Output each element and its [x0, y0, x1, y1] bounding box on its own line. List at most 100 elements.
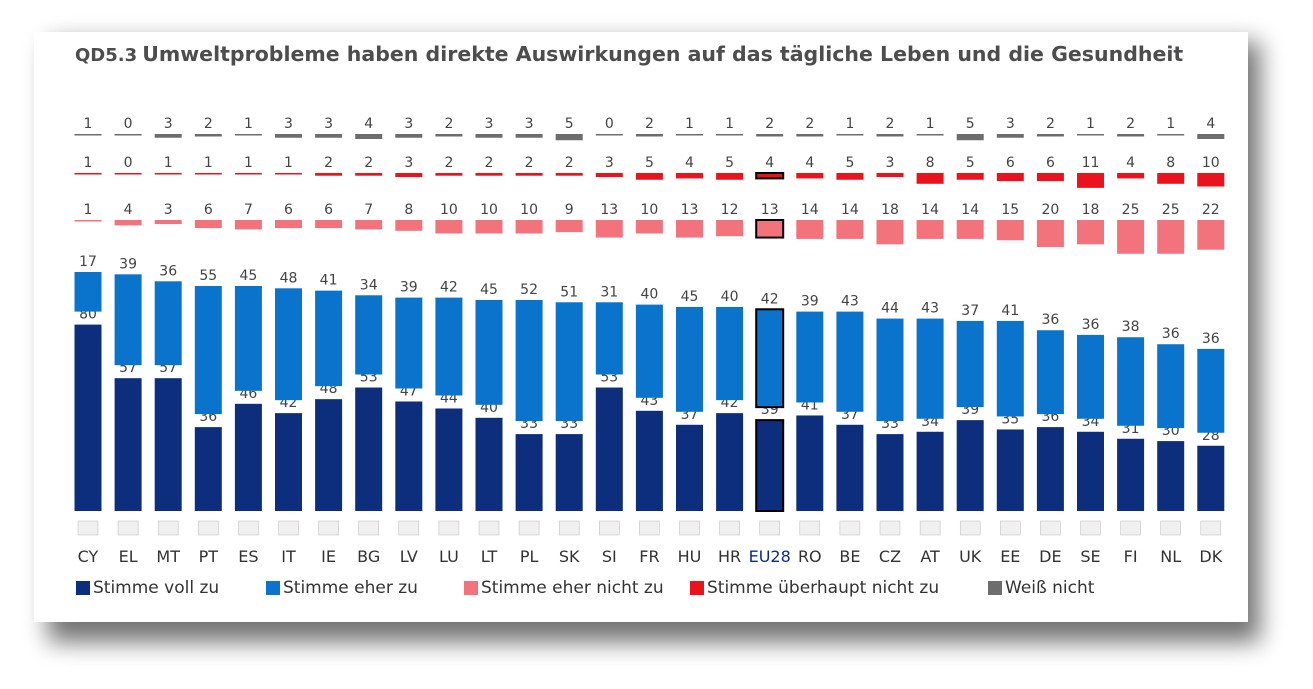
category-label: BG [357, 547, 380, 566]
bar-voll-zu [395, 401, 423, 511]
data-label-eher-zu: 39 [801, 294, 819, 310]
category-label: EL [119, 547, 138, 566]
data-label-weiss-nicht: 4 [364, 116, 373, 132]
data-label-weiss-nicht: 1 [1086, 116, 1095, 132]
legend: Stimme voll zu Stimme eher zu Stimme ehe… [76, 578, 1236, 600]
data-label-ueberhaupt-nicht-zu: 2 [525, 155, 534, 171]
bar-eher-nicht-zu [355, 220, 383, 230]
data-label-eher-zu: 17 [79, 254, 97, 270]
bar-eher-nicht-zu [475, 220, 503, 234]
data-label-eher-nicht-zu: 10 [440, 202, 458, 218]
bar-eher-nicht-zu [275, 220, 302, 229]
bar-ueberhaupt-nicht-zu [74, 173, 102, 175]
bar-voll-zu [1036, 427, 1064, 511]
flag-icon [839, 520, 861, 536]
bar-eher-zu [1117, 337, 1145, 426]
category-label: DE [1039, 547, 1061, 566]
data-label-eher-zu: 42 [761, 291, 779, 307]
data-label-ueberhaupt-nicht-zu: 10 [1202, 155, 1220, 171]
data-label-eher-nicht-zu: 13 [761, 202, 779, 218]
bar-eher-zu [114, 274, 142, 366]
bar-voll-zu [1157, 441, 1185, 511]
category-label: LU [439, 547, 459, 566]
bar-ueberhaupt-nicht-zu [876, 173, 904, 178]
bar-eher-zu [435, 297, 463, 396]
bar-eher-nicht-zu [916, 220, 944, 239]
bar-ueberhaupt-nicht-zu [1077, 173, 1104, 188]
bar-voll-zu [475, 417, 503, 511]
data-label-eher-zu: 41 [320, 273, 338, 289]
data-label-weiss-nicht: 1 [845, 116, 854, 132]
data-label-eher-nicht-zu: 14 [961, 202, 979, 218]
data-label-ueberhaupt-nicht-zu: 1 [284, 155, 293, 171]
bar-eher-nicht-zu [956, 220, 984, 239]
data-label-eher-nicht-zu: 6 [204, 202, 213, 218]
bar-eher-nicht-zu [555, 220, 583, 233]
data-label-eher-nicht-zu: 4 [124, 202, 133, 218]
bar-ueberhaupt-nicht-zu [1117, 173, 1145, 179]
bar-eher-zu [755, 308, 785, 409]
bar-voll-zu [555, 434, 583, 511]
data-label-weiss-nicht: 5 [565, 116, 574, 132]
bar-eher-zu [1036, 330, 1064, 415]
bar-weiss-nicht [74, 134, 102, 136]
category-label: AT [920, 547, 940, 566]
bar-eher-zu [836, 311, 864, 412]
flag-icon [358, 520, 379, 536]
bar-voll-zu [676, 424, 703, 511]
category-label: CZ [879, 547, 901, 566]
bar-weiss-nicht [635, 134, 663, 137]
data-label-weiss-nicht: 3 [1006, 116, 1015, 132]
data-label-eher-zu: 52 [520, 282, 538, 298]
bar-ueberhaupt-nicht-zu [836, 173, 864, 180]
data-label-ueberhaupt-nicht-zu: 0 [124, 155, 133, 171]
data-label-eher-zu: 37 [961, 303, 979, 319]
bar-voll-zu [635, 410, 663, 511]
category-label: SE [1080, 547, 1100, 566]
data-label-eher-nicht-zu: 12 [721, 202, 739, 218]
flag-icon [959, 520, 981, 536]
bar-eher-nicht-zu [796, 220, 824, 239]
bar-eher-nicht-zu [435, 220, 463, 234]
bar-eher-zu [676, 306, 703, 412]
flag-icon [1120, 520, 1141, 536]
category-label: RO [798, 547, 822, 566]
data-label-eher-zu: 36 [1041, 312, 1059, 328]
bar-ueberhaupt-nicht-zu [194, 173, 222, 175]
data-label-weiss-nicht: 2 [805, 116, 814, 132]
bar-eher-zu [234, 285, 262, 391]
bar-voll-zu [836, 424, 864, 511]
data-label-ueberhaupt-nicht-zu: 4 [685, 155, 694, 171]
bar-eher-zu [996, 320, 1024, 417]
legend-item-voll-zu: Stimme voll zu [76, 578, 219, 598]
category-label: HU [678, 547, 702, 566]
data-label-ueberhaupt-nicht-zu: 2 [444, 155, 453, 171]
bar-eher-nicht-zu [395, 220, 423, 231]
data-label-weiss-nicht: 2 [645, 116, 654, 132]
bar-eher-zu [355, 295, 383, 375]
bar-eher-zu [1157, 344, 1185, 429]
legend-label: Stimme eher zu [283, 578, 418, 598]
stacked-bar-chart: 8017111CY5739400EL5736313MT3655612PT4645… [74, 116, 1225, 566]
data-label-eher-zu: 36 [1202, 331, 1220, 347]
bar-weiss-nicht [1197, 134, 1225, 139]
category-label: LT [481, 547, 498, 566]
flag-icon [278, 520, 299, 536]
category-label: MT [156, 547, 180, 566]
flag-icon [1160, 520, 1181, 536]
data-label-ueberhaupt-nicht-zu: 3 [404, 155, 413, 171]
flag-icon [759, 520, 780, 536]
data-label-weiss-nicht: 3 [404, 116, 413, 132]
data-label-eher-zu: 51 [560, 284, 578, 300]
legend-swatch-ueberhaupt-nicht-zu [690, 581, 704, 595]
data-label-eher-nicht-zu: 8 [404, 202, 413, 218]
bar-voll-zu [275, 413, 302, 511]
category-label: CY [78, 547, 99, 566]
data-label-ueberhaupt-nicht-zu: 4 [1126, 155, 1135, 171]
data-label-eher-zu: 45 [480, 282, 498, 298]
flag-icon [1080, 520, 1101, 536]
data-label-eher-zu: 40 [721, 289, 739, 305]
bar-eher-nicht-zu [595, 220, 623, 238]
bar-weiss-nicht [154, 134, 182, 138]
data-label-weiss-nicht: 1 [84, 116, 93, 132]
